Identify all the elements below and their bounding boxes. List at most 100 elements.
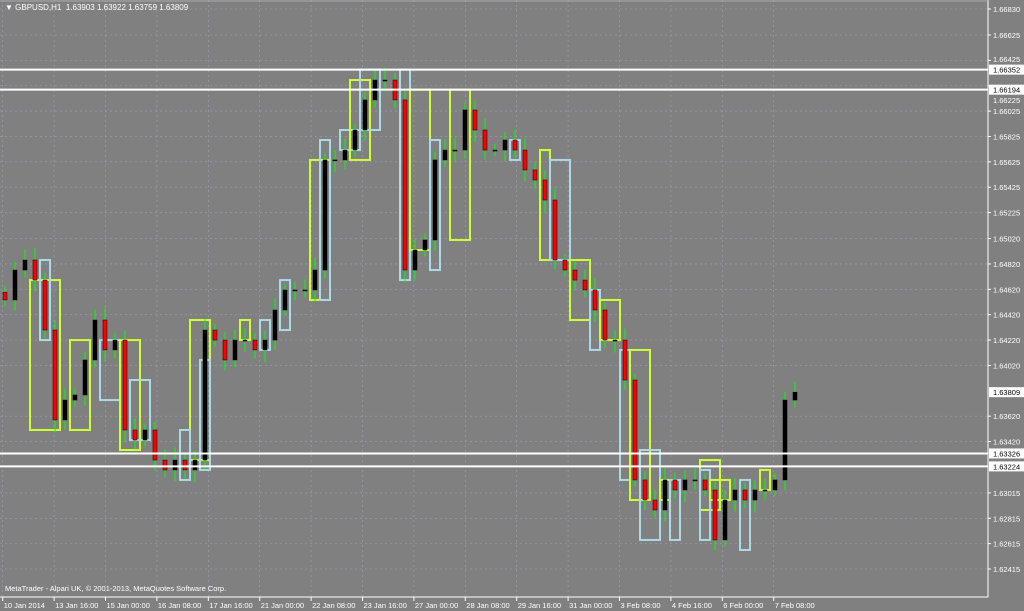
x-tick-label: 15 Jan 00:00 [107, 601, 150, 610]
candle-body [72, 394, 78, 401]
level-price-label: 1.66352 [993, 66, 1020, 75]
symbol-label: GBPUSD,H1 [15, 3, 62, 12]
candle-body [32, 259, 38, 281]
x-tick-label: 6 Feb 00:00 [723, 601, 763, 610]
y-tick-label: 1.64020 [993, 361, 1020, 370]
box-green [599, 298, 621, 342]
candle-body [202, 329, 208, 461]
ohlc-quote: 1.63903 1.63922 1.63759 1.63809 [65, 3, 189, 12]
candle-body [92, 319, 98, 361]
candle-body [572, 269, 578, 281]
y-tick-label: 1.65225 [993, 209, 1020, 218]
level-price-box [989, 461, 1024, 472]
candle-body [562, 259, 568, 271]
x-tick-label: 4 Feb 16:00 [672, 601, 712, 610]
candle-body [282, 289, 288, 311]
y-tick-label: 1.64620 [993, 285, 1020, 294]
box-blue [429, 139, 441, 272]
candle-body [522, 149, 528, 171]
box-blue [279, 279, 291, 332]
x-tick-label: 23 Jan 16:00 [364, 601, 407, 610]
x-tick-label: 27 Jan 00:00 [415, 601, 458, 610]
y-tick-label: 1.66225 [993, 96, 1020, 105]
boxes-layer [29, 68, 771, 551]
candle-body [442, 149, 448, 161]
candle-body [172, 459, 178, 471]
candle-body [412, 249, 418, 271]
candle-body [642, 479, 648, 501]
candle-body [422, 239, 428, 251]
candle-body [672, 479, 678, 491]
candle-body [652, 499, 658, 511]
candle-body [102, 319, 108, 351]
y-tick-label: 1.63015 [993, 489, 1020, 498]
candle-body [242, 339, 248, 342]
candle-body [382, 79, 388, 82]
candle-body [512, 139, 518, 151]
candle-body [12, 269, 18, 301]
y-tick-label: 1.64420 [993, 311, 1020, 320]
candle-body [132, 429, 138, 441]
candle-body [502, 139, 508, 151]
triangle-down-icon[interactable]: ▼ [5, 3, 16, 12]
box-green [709, 478, 731, 501]
x-tick-label: 13 Jan 16:00 [55, 601, 98, 610]
candle-body [62, 399, 68, 421]
candle-body [472, 109, 478, 131]
candle-body [532, 169, 538, 181]
candle-body [82, 359, 88, 396]
candle-body [232, 339, 238, 361]
candle-body [292, 289, 298, 292]
box-blue [39, 259, 51, 342]
candle-body [782, 399, 788, 481]
candle-body [612, 339, 618, 342]
candle-body [742, 489, 748, 501]
candle-body [362, 99, 368, 131]
level-price-box [989, 448, 1024, 459]
box-green [119, 339, 141, 452]
box-blue [129, 379, 151, 442]
y-tick-label: 1.66625 [993, 31, 1020, 40]
x-tick-label: 31 Jan 00:00 [569, 601, 612, 610]
candle-body [462, 109, 468, 151]
candle-body [792, 391, 798, 401]
x-tick-label: 10 Jan 2014 [4, 601, 45, 610]
y-tick-label: 1.65425 [993, 183, 1020, 192]
box-blue [319, 139, 331, 301]
box-green [69, 339, 91, 431]
y-tick-label: 1.63420 [993, 438, 1020, 447]
candle-body [762, 489, 768, 492]
box-blue [699, 468, 711, 541]
candle-body [2, 292, 8, 301]
candle-body [552, 199, 558, 261]
candle-body [252, 339, 258, 351]
y-tick-label: 1.65020 [993, 235, 1020, 244]
box-blue [549, 158, 571, 262]
current-price-box [989, 387, 1024, 398]
x-tick-label: 29 Jan 16:00 [518, 601, 561, 610]
level-price-box [989, 84, 1024, 95]
candle-body [122, 339, 128, 431]
candle-body [712, 489, 718, 541]
x-tick-label: 16 Jan 08:00 [158, 601, 201, 610]
y-tick-label: 1.66425 [993, 55, 1020, 64]
y-tick-label: 1.62415 [993, 565, 1020, 574]
candle-body [352, 129, 358, 151]
y-tick-label: 1.63620 [993, 412, 1020, 421]
y-tick-label: 1.64820 [993, 260, 1020, 269]
candle-body [52, 329, 58, 421]
copyright-text: MetaTrader - Alpari UK, © 2001-2013, Met… [5, 584, 227, 593]
candle-body [582, 279, 588, 291]
candle-body [432, 159, 438, 241]
x-tick-label: 17 Jan 16:00 [209, 601, 252, 610]
chart-header: ▼ GBPUSD,H1 1.63903 1.63922 1.63759 1.63… [5, 3, 188, 12]
candle-body [332, 159, 338, 162]
x-tick-label: 3 Feb 08:00 [621, 601, 661, 610]
candle-body [692, 479, 698, 482]
x-tick-label: 21 Jan 00:00 [261, 601, 304, 610]
candle-body [632, 379, 638, 481]
candle-body [702, 479, 708, 491]
x-tick-label: 28 Jan 08:00 [466, 601, 509, 610]
candle-body [302, 289, 308, 292]
